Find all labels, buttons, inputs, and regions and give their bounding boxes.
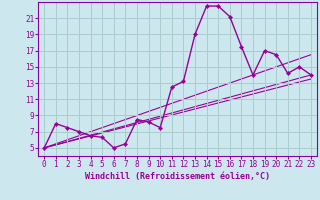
X-axis label: Windchill (Refroidissement éolien,°C): Windchill (Refroidissement éolien,°C) (85, 172, 270, 181)
